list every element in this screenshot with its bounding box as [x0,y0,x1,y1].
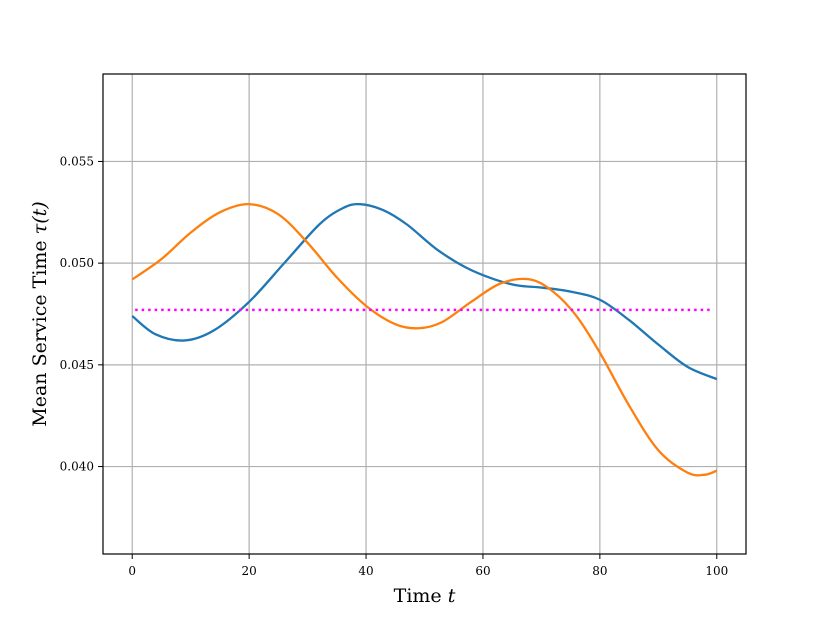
y-axis-label: Mean Service Time τ(t) [29,201,51,426]
x-tick-label: 20 [241,564,256,578]
series-line-1 [131,202,718,381]
x-tick-label: 60 [475,564,490,578]
x-tick-label: 80 [592,564,607,578]
y-tick-label: 0.050 [60,256,94,270]
plot-frame [102,73,747,555]
series-layer [131,202,718,477]
x-tick-label: 100 [705,564,728,578]
y-tick-label: 0.040 [60,460,94,474]
ticks: 0 20 40 60 80 100 0.040 0.045 0.050 0.055 [60,154,729,578]
y-tick-label: 0.055 [60,154,94,168]
x-tick-label: 0 [128,564,136,578]
grid [103,74,746,554]
x-axis-label: Time t [394,585,456,607]
x-tick-label: 40 [358,564,373,578]
y-tick-label: 0.045 [60,358,94,372]
series-line-2 [131,203,718,477]
